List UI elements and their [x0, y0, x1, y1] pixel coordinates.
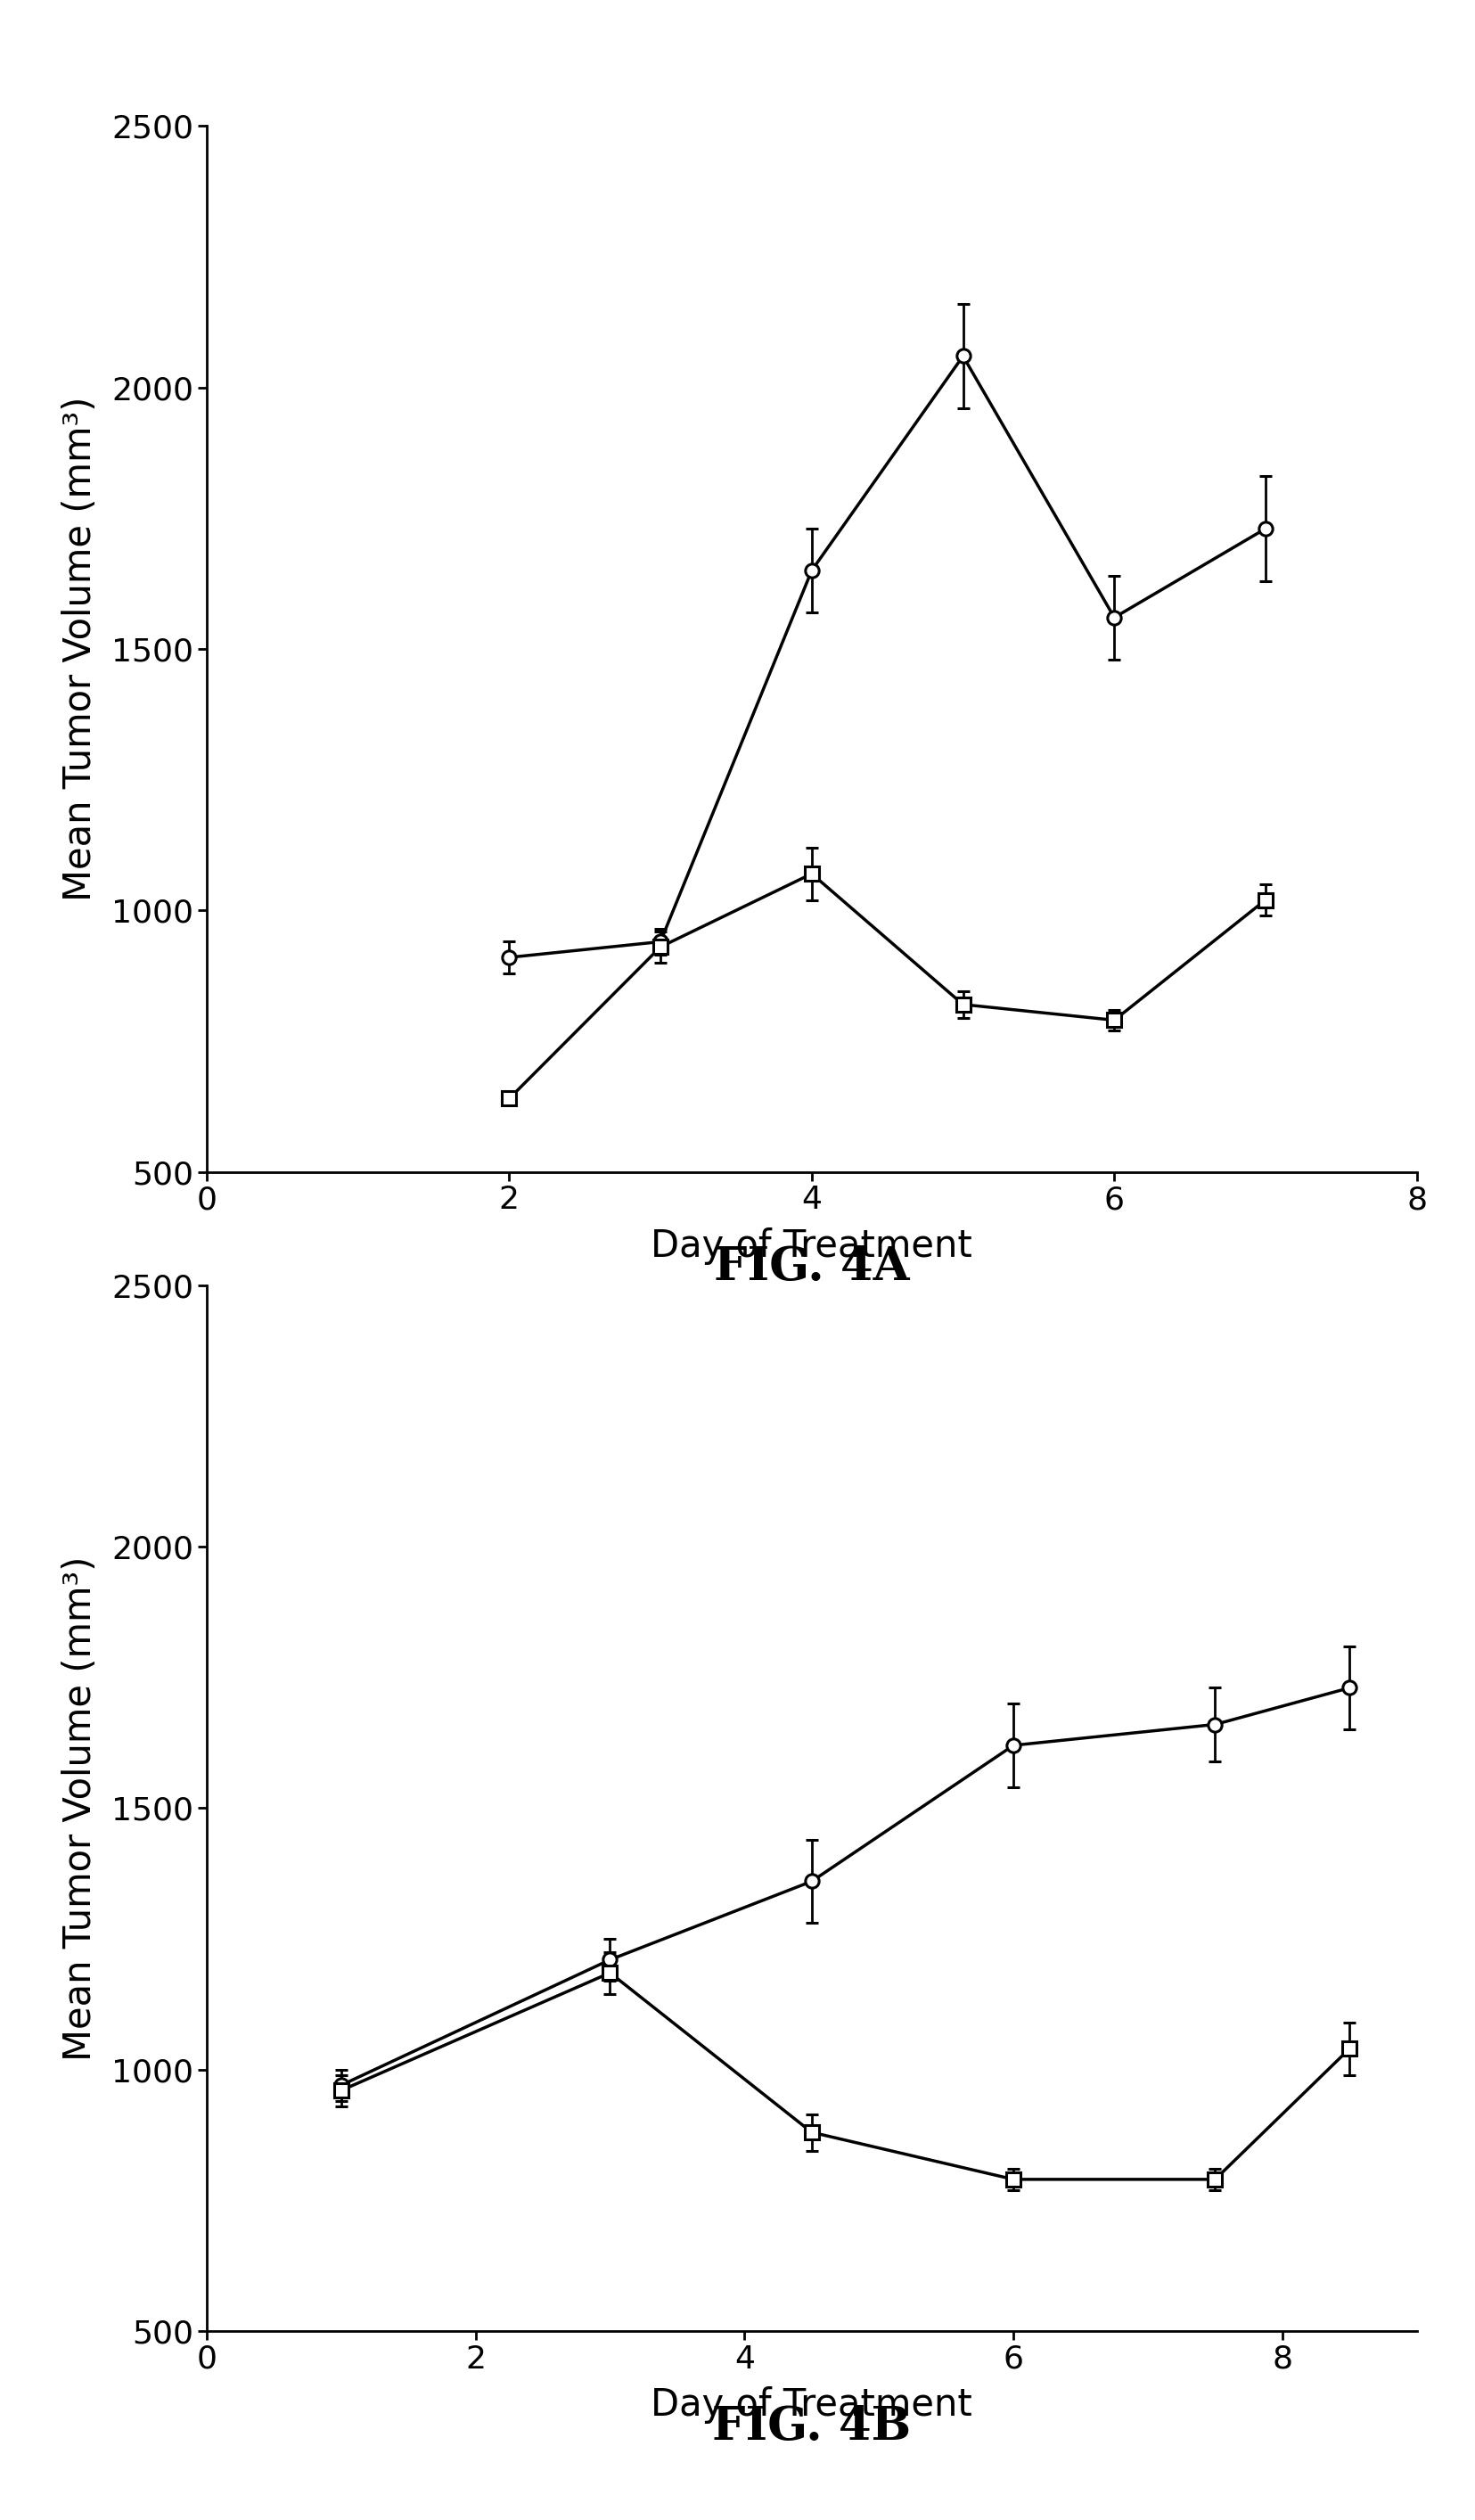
Text: FIG. 4B: FIG. 4B	[712, 2404, 910, 2449]
X-axis label: Day of Treatment: Day of Treatment	[650, 1227, 972, 1265]
Text: FIG. 4A: FIG. 4A	[714, 1245, 909, 1290]
Y-axis label: Mean Tumor Volume (mm³): Mean Tumor Volume (mm³)	[62, 1555, 99, 2061]
X-axis label: Day of Treatment: Day of Treatment	[650, 2386, 972, 2424]
Y-axis label: Mean Tumor Volume (mm³): Mean Tumor Volume (mm³)	[62, 396, 99, 902]
